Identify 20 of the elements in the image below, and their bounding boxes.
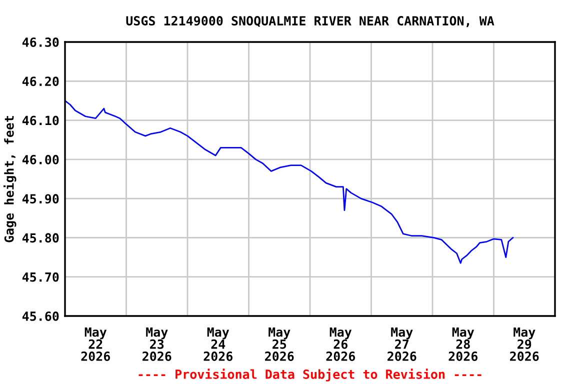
chart-title: USGS 12149000 SNOQUALMIE RIVER NEAR CARNATION, WA xyxy=(126,16,494,28)
x-tick-label: May 23 2026 xyxy=(142,327,172,361)
y-tick-label: 46.00 xyxy=(22,154,59,164)
y-tick-label: 45.60 xyxy=(22,311,59,321)
y-tick-label: 45.80 xyxy=(22,233,59,243)
x-tick-label: May 27 2026 xyxy=(388,327,416,361)
x-tick-label: May 26 2026 xyxy=(326,327,355,361)
y-axis-title: Gage height, feet xyxy=(4,116,16,242)
x-tick-label: May 24 2026 xyxy=(204,327,232,361)
y-tick-label: 45.90 xyxy=(22,194,59,204)
x-tick-label: May 29 2026 xyxy=(510,327,539,361)
y-tick-label: 46.30 xyxy=(22,37,59,47)
line-series xyxy=(65,100,514,264)
x-tick-label: May 25 2026 xyxy=(265,327,294,361)
x-tick-label: May 28 2026 xyxy=(448,327,478,361)
y-tick-label: 46.20 xyxy=(22,76,59,86)
text: ---- Provisional Data Subject to Revision ---- xyxy=(138,368,482,382)
y-tick-label: 45.70 xyxy=(22,272,59,282)
y-tick-label: 46.10 xyxy=(22,116,59,126)
x-tick-label: May 22 2026 xyxy=(81,327,110,361)
